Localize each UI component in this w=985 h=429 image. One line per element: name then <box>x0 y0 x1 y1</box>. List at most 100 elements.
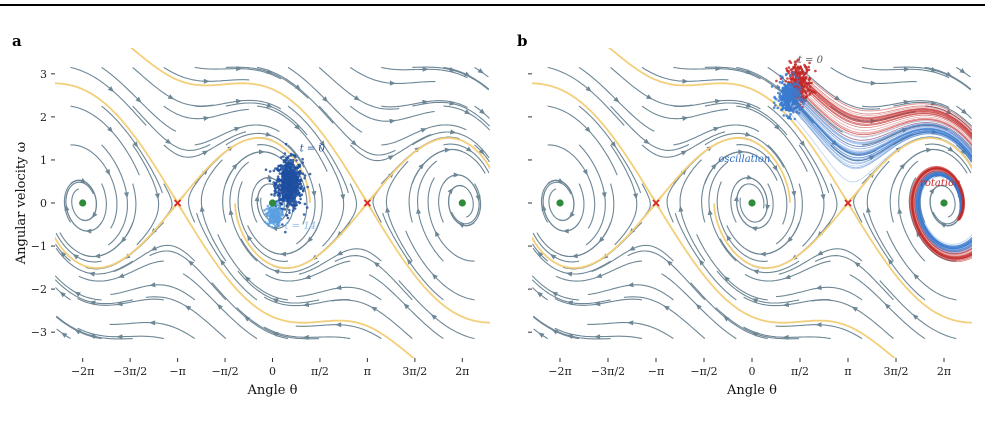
stream-arrow <box>340 194 346 201</box>
stream-arrow <box>389 118 396 124</box>
stream-arrow <box>72 253 80 260</box>
sample-point <box>798 108 801 111</box>
stream-arrow <box>738 149 745 155</box>
sample-point <box>301 172 305 175</box>
sample-point <box>289 189 293 193</box>
stream-arrow <box>199 205 205 212</box>
sample-point <box>287 159 290 163</box>
sample-point <box>293 207 297 210</box>
trajectory <box>807 80 972 261</box>
sample-point <box>274 209 278 212</box>
y-tick-label: 2 <box>40 111 47 124</box>
trajectory <box>802 82 972 259</box>
trajectory <box>788 97 972 249</box>
sample-point <box>276 193 280 197</box>
trajectory <box>796 98 972 251</box>
stream-arrow <box>566 334 574 340</box>
sample-point <box>293 176 297 180</box>
stream-arrow <box>960 108 968 115</box>
sample-point <box>801 105 804 109</box>
stream-arrow <box>695 303 702 310</box>
streamline <box>627 250 706 301</box>
stable-fixed-point <box>940 199 948 207</box>
sample-point <box>297 173 301 176</box>
panel-a: t = 0 t = 14 −2π −3π/2 −π −π/2 0 π/2 π 3π/2 2π Angl… <box>12 32 490 398</box>
sample-point <box>794 77 797 81</box>
sample-point <box>798 85 802 89</box>
stream-arrow <box>434 230 440 238</box>
sample-point <box>773 95 776 99</box>
sample-point <box>793 73 797 77</box>
sample-point <box>284 182 287 186</box>
sample-point <box>293 165 296 169</box>
stream-arrow <box>464 71 471 77</box>
sample-point <box>287 175 290 179</box>
sample-point <box>802 73 806 76</box>
x-tick-label: 0 <box>749 365 756 378</box>
stream-arrow <box>799 140 806 147</box>
sample-point <box>295 201 298 204</box>
stream-arrow <box>595 273 603 278</box>
sample-point <box>296 179 300 183</box>
x-tick-label: 2π <box>937 365 951 378</box>
stream-arrow <box>373 261 380 268</box>
streamline <box>78 260 164 282</box>
sample-point <box>783 83 786 86</box>
stream-arrow <box>88 271 95 277</box>
trajectory <box>800 78 972 259</box>
trajectory <box>786 92 972 250</box>
trajectory <box>791 92 972 251</box>
sample-point <box>290 200 294 203</box>
sample-point <box>277 169 280 172</box>
sample-point <box>797 68 800 72</box>
trajectory <box>789 98 972 249</box>
sample-point <box>794 63 797 66</box>
sample-point <box>795 96 798 99</box>
sample-point <box>777 99 781 102</box>
sample-point <box>782 92 786 96</box>
x-tick-label: 3π/2 <box>402 365 427 378</box>
stream-arrow <box>610 141 617 148</box>
stream-arrow <box>91 211 98 219</box>
sample-point <box>302 213 306 216</box>
trajectory <box>790 89 972 252</box>
stream-arrow <box>723 315 730 322</box>
streamline <box>623 296 706 340</box>
sample-point <box>284 178 288 181</box>
sample-point <box>299 182 302 185</box>
separatrices <box>532 48 972 358</box>
sample-point <box>803 96 807 100</box>
stream-arrow <box>851 306 858 312</box>
sample-point <box>275 222 279 226</box>
stream-arrow <box>203 78 210 84</box>
streamline <box>381 124 467 146</box>
sample-point <box>775 97 778 101</box>
streamline <box>349 105 435 122</box>
sample-point <box>285 167 288 171</box>
sample-point <box>808 61 811 65</box>
trajectory <box>801 92 972 255</box>
y-axis: −3 −2 −1 0 1 2 3 Angular velocity ω <box>14 68 55 339</box>
stream-arrow <box>585 86 592 92</box>
sample-point <box>780 108 783 112</box>
stream-arrow <box>550 253 557 260</box>
stream-arrow <box>422 66 429 72</box>
sample-point <box>275 191 278 194</box>
separatrix <box>532 201 657 269</box>
trajectory <box>799 104 972 250</box>
trajectory <box>794 92 972 252</box>
trajectory-bands <box>784 75 972 262</box>
sample-point <box>270 193 273 196</box>
trajectory <box>791 96 972 250</box>
separatrix <box>846 202 972 324</box>
stream-arrow <box>698 259 705 266</box>
stream-arrow <box>940 222 947 228</box>
stream-arrow <box>89 334 96 340</box>
stream-arrow <box>945 71 953 77</box>
x-tick-label: −3π/2 <box>591 365 625 378</box>
stream-arrow <box>901 128 909 133</box>
sample-point <box>263 209 266 212</box>
sample-point <box>274 219 278 222</box>
sample-point <box>286 216 290 220</box>
